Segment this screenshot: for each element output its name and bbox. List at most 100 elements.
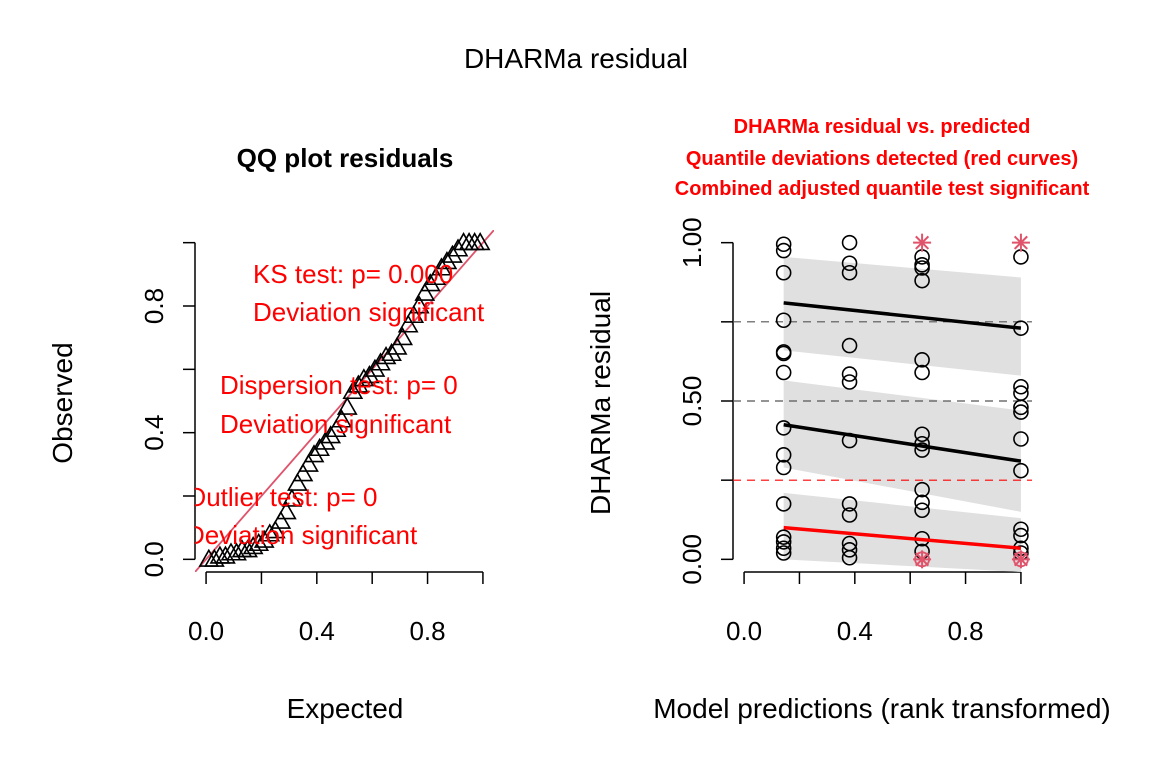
rv-point	[775, 545, 792, 561]
rv-point	[775, 534, 792, 550]
rv-title-line-2: Quantile deviations detected (red curves…	[686, 148, 1078, 170]
qq-x-tick-label: 0.8	[409, 616, 445, 646]
qq-point	[414, 282, 436, 301]
qq-point	[281, 488, 303, 507]
rv-point	[914, 272, 930, 289]
qq-point	[364, 358, 386, 377]
qq-annotation-line: Deviation significant	[220, 409, 452, 439]
qq-annotation-line: Deviation significant	[253, 297, 485, 327]
rv-point	[914, 260, 930, 276]
qq-plot-area: KS test: p= 0.000 Deviation significant Di…	[186, 230, 494, 572]
rv-point	[841, 255, 858, 272]
qq-point	[253, 529, 275, 548]
rv-point	[841, 496, 858, 512]
rv-point	[914, 426, 930, 443]
rv-point	[1013, 404, 1029, 420]
rv-point	[914, 249, 930, 265]
rv-clip-group	[733, 234, 1032, 572]
qq-point	[264, 520, 286, 539]
rv-point	[841, 549, 858, 566]
rv-outlier-marker	[913, 233, 932, 252]
qq-point	[419, 273, 441, 292]
qq-point	[431, 257, 452, 276]
rv-point	[775, 496, 792, 512]
qq-annotation-line: KS test: p= 0.000	[253, 259, 453, 289]
qq-point	[381, 342, 402, 362]
qq-point	[314, 431, 336, 450]
rv-y-tick-label: 1.00	[677, 217, 707, 268]
rv-point	[1013, 378, 1029, 395]
qq-clip-group: KS test: p= 0.000 Deviation significant Di…	[186, 230, 494, 572]
qq-point	[309, 437, 330, 457]
qq-point	[436, 251, 458, 270]
rv-point	[775, 312, 792, 329]
rv-point	[841, 337, 858, 354]
rv-point	[775, 447, 792, 463]
rv-outlier-marker	[1011, 550, 1030, 569]
qq-point	[242, 536, 264, 555]
rv-x-tick-label: 0.4	[837, 616, 873, 646]
qq-point	[392, 327, 414, 346]
qq-point	[320, 425, 342, 444]
qq-point	[303, 444, 325, 463]
rv-point	[1013, 521, 1029, 538]
qq-plot-title: QQ plot residuals	[237, 143, 454, 173]
qq-point	[331, 409, 353, 428]
qq-point	[375, 346, 397, 365]
qq-point	[336, 396, 358, 415]
qq-point	[237, 539, 258, 558]
qq-point	[359, 365, 380, 384]
qq-point	[347, 374, 369, 393]
rv-point	[775, 236, 792, 253]
rv-point	[841, 542, 858, 558]
rv-point	[775, 529, 792, 545]
qq-x-axis-label: Expected	[287, 693, 404, 724]
qq-annotation-line: Deviation significant	[186, 520, 418, 550]
qq-y-tick-label: 0.4	[139, 415, 169, 451]
rv-x-tick-label: 0.0	[726, 616, 762, 646]
rv-point	[1013, 462, 1029, 479]
rv-point	[775, 459, 792, 476]
qq-y-tick-label: 0.8	[139, 288, 169, 324]
rv-plot-area	[733, 233, 1032, 572]
qq-annotation-line: Outlier test: p= 0	[186, 482, 377, 512]
rv-point	[914, 352, 930, 368]
qq-x-tick-label: 0.0	[188, 616, 224, 646]
qq-point	[248, 532, 270, 552]
rv-point	[914, 364, 930, 381]
rv-point	[841, 374, 858, 390]
rv-point	[775, 345, 792, 362]
rv-x-axis-label: Model predictions (rank transformed)	[653, 693, 1111, 724]
qq-point	[408, 295, 430, 314]
rv-title-line-3: Combined adjusted quantile test signific…	[675, 178, 1090, 200]
qq-point	[397, 314, 419, 333]
rv-y-tick-label: 0.50	[677, 376, 707, 427]
qq-point	[403, 304, 425, 324]
rv-title-line-1: DHARMa residual vs. predicted	[734, 116, 1031, 138]
qq-point	[259, 523, 281, 542]
rv-point	[841, 264, 858, 281]
rv-point	[775, 540, 792, 557]
rv-outlier-marker	[1011, 233, 1030, 252]
rv-point	[841, 234, 858, 251]
rv-point	[914, 502, 930, 519]
qq-point	[425, 266, 447, 286]
rv-fit-line-q0.5	[783, 423, 1022, 463]
rv-point	[1013, 431, 1029, 447]
qq-y-axis-label: Observed	[47, 342, 78, 463]
rv-point	[1013, 399, 1029, 416]
rv-outlier-marker	[913, 550, 932, 569]
rv-point	[775, 242, 792, 259]
qq-point	[447, 238, 469, 257]
qq-annotation-line: Dispersion test: p= 0	[220, 370, 458, 400]
rv-x-tick-label: 0.8	[947, 616, 983, 646]
rv-y-axis-label: DHARMa residual	[585, 291, 616, 515]
qq-point	[275, 501, 297, 520]
rv-point	[1013, 249, 1029, 265]
qq-x-tick-label: 0.4	[299, 616, 335, 646]
qq-point	[469, 232, 491, 251]
rv-fit-line-q0.25	[783, 525, 1022, 550]
main-title: DHARMa residual	[464, 43, 688, 74]
qq-point	[298, 453, 319, 472]
